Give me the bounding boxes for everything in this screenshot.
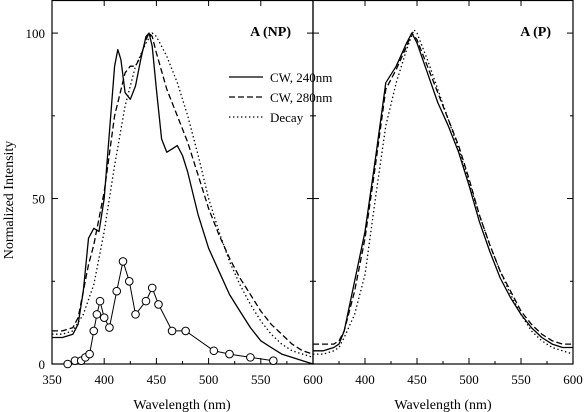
x-tick-label: 600: [563, 372, 583, 387]
data-point: [181, 326, 190, 336]
legend-label: CW, 280nm: [270, 90, 332, 105]
data-point: [95, 296, 105, 306]
plot-frame: [51, 0, 314, 365]
data-point: [105, 323, 114, 332]
data-point: [141, 296, 151, 306]
data-point: [269, 356, 278, 365]
data-point: [92, 310, 102, 319]
x-tick-label: 450: [147, 372, 167, 387]
legend: CW, 240nm CW, 280nm Decay: [229, 70, 332, 125]
data-point: [63, 359, 72, 369]
data-point: [131, 310, 140, 319]
data-point: [89, 326, 99, 336]
panel-np: 350 400 450 500 550 600 0 50 100 A (NP): [26, 0, 323, 387]
data-point: [112, 286, 122, 296]
x-tick-label: 500: [459, 372, 479, 387]
series-line: [52, 32, 314, 359]
series-line: [52, 32, 314, 355]
x-tick-label: 450: [407, 372, 427, 387]
x-tick-label: 550: [251, 372, 271, 387]
y-axis-label: Normalized Intensity: [2, 141, 17, 260]
panel-p: 400 450 500 550 600 A (P): [312, 0, 583, 387]
panel-title: A (P): [520, 25, 551, 40]
legend-label: Decay: [270, 110, 304, 125]
x-axis-label-right: Wavelength (nm): [394, 398, 492, 412]
series-line: [313, 32, 573, 352]
y-tick-label: 50: [32, 192, 45, 207]
x-tick-label: 500: [199, 372, 219, 387]
data-point: [118, 257, 128, 266]
data-point: [246, 353, 255, 362]
data-point: [167, 326, 177, 336]
data-point: [154, 300, 163, 309]
data-point: [225, 349, 234, 359]
x-tick-label: 350: [42, 372, 62, 387]
x-tick-label: 400: [94, 372, 114, 387]
plot-frame: [312, 0, 574, 365]
series-line: [313, 32, 573, 345]
x-tick-label: 550: [511, 372, 531, 387]
y-tick-label: 0: [39, 357, 46, 372]
series-line: [52, 32, 314, 365]
data-point: [124, 276, 134, 286]
data-point: [85, 349, 94, 359]
x-tick-label: 400: [355, 372, 375, 387]
x-tick-label: 600: [303, 372, 323, 387]
panel-title: A (NP): [250, 25, 291, 40]
x-axis-label-left: Wavelength (nm): [133, 398, 231, 412]
y-tick-label: 100: [26, 26, 46, 41]
data-point: [147, 283, 157, 293]
data-point: [209, 346, 219, 356]
legend-label: CW, 240nm: [270, 70, 332, 85]
data-point: [99, 313, 109, 322]
series-line: [313, 29, 574, 355]
